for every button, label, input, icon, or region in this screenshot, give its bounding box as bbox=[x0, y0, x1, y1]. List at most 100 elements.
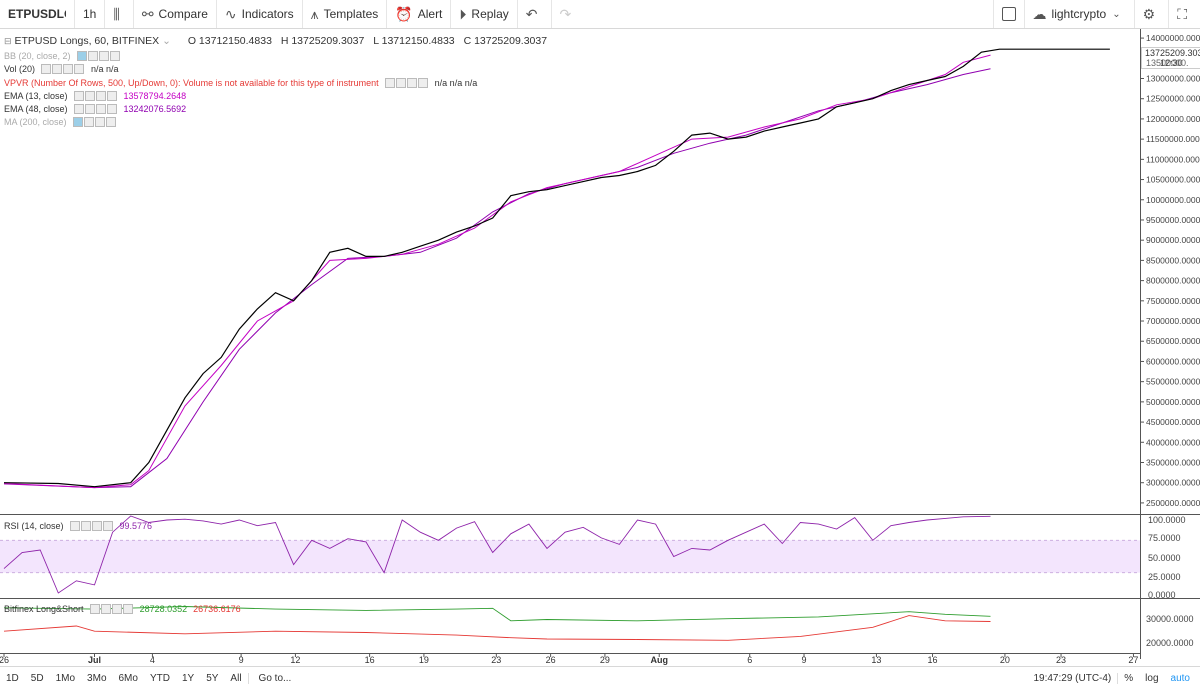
ls-legend[interactable]: Bitfinex Long&Short 28728.0352 26736.6176 bbox=[4, 604, 241, 614]
bb-label: BB (20, close, 2) bbox=[4, 51, 71, 61]
ma200-buttons[interactable] bbox=[72, 117, 117, 127]
x-tick-label: 16 bbox=[365, 655, 375, 665]
replay-button[interactable]: ⏵ Replay bbox=[451, 0, 518, 28]
expand-button[interactable]: ⛶ bbox=[1168, 0, 1200, 28]
bottom-toolbar: 1D 5D 1Mo 3Mo 6Mo YTD 1Y 5Y All Go to...… bbox=[0, 666, 1200, 689]
ls-buttons[interactable] bbox=[89, 604, 134, 614]
compare-icon: ⚯ bbox=[141, 5, 154, 22]
ema13-buttons[interactable] bbox=[73, 91, 118, 101]
y-tick-label: 13000000.0000 bbox=[1146, 74, 1200, 84]
last-price-short: 13500000. bbox=[1146, 58, 1189, 68]
y-tick-label: 5000000.0000 bbox=[1146, 397, 1200, 407]
interval-button[interactable]: 1h bbox=[75, 0, 106, 28]
price-axis[interactable] bbox=[1140, 29, 1200, 659]
y-tick-label: 2500000.0000 bbox=[1146, 498, 1200, 508]
x-tick-label: 20 bbox=[1000, 655, 1010, 665]
vpvr-buttons[interactable] bbox=[384, 78, 429, 88]
range-3mo[interactable]: 3Mo bbox=[87, 672, 107, 684]
range-5y[interactable]: 5Y bbox=[206, 672, 219, 684]
vol-legend[interactable]: Vol (20) n/a n/a bbox=[4, 64, 119, 74]
range-all[interactable]: All bbox=[230, 672, 242, 684]
ema13-value: 13578794.2648 bbox=[123, 91, 187, 101]
x-tick-label: 16 bbox=[928, 655, 938, 665]
clock-label[interactable]: 19:47:29 (UTC-4) bbox=[1027, 672, 1119, 684]
series-title: ETPUSD Longs, 60, BITFINEX bbox=[14, 35, 160, 47]
range-6mo[interactable]: 6Mo bbox=[118, 672, 138, 684]
collapse-icon[interactable]: ⊟ bbox=[4, 36, 12, 46]
x-tick-label: 19 bbox=[419, 655, 429, 665]
ema48-line bbox=[3, 68, 991, 489]
y-tick-label: 7500000.0000 bbox=[1146, 296, 1200, 306]
vol-values: n/a n/a bbox=[91, 64, 119, 74]
x-tick-label: 9 bbox=[802, 655, 807, 665]
range-1d[interactable]: 1D bbox=[6, 672, 19, 684]
range-ytd[interactable]: YTD bbox=[149, 672, 170, 684]
short-line bbox=[3, 615, 991, 641]
bb-legend[interactable]: BB (20, close, 2) bbox=[4, 51, 127, 61]
vol-label: Vol (20) bbox=[4, 64, 36, 74]
x-tick-label: 13 bbox=[871, 655, 881, 665]
x-tick-label: 12 bbox=[290, 655, 300, 665]
rsi-tick-50: 50.0000 bbox=[1148, 553, 1181, 563]
y-tick-label: 8500000.0000 bbox=[1146, 255, 1200, 265]
templates-button[interactable]: ⩚ Templates bbox=[303, 0, 388, 28]
y-tick-label: 8000000.0000 bbox=[1146, 276, 1200, 286]
replay-label: Replay bbox=[471, 7, 509, 21]
redo-icon: ↷ bbox=[559, 5, 572, 22]
x-tick-label: 6 bbox=[747, 655, 752, 665]
alarm-clock-icon: ⏰ bbox=[395, 5, 413, 22]
y-tick-label: 4500000.0000 bbox=[1146, 417, 1200, 427]
compare-button[interactable]: ⚯ Compare bbox=[134, 0, 217, 28]
settings-button[interactable]: ⚙ bbox=[1133, 0, 1169, 28]
candles-icon: ⫼ bbox=[113, 5, 120, 22]
indicators-button[interactable]: ∿ Indicators bbox=[217, 0, 303, 28]
rsi-tick-75: 75.0000 bbox=[1148, 533, 1181, 543]
x-tick-label: 27 bbox=[1128, 655, 1138, 665]
ls-short-value: 26736.6176 bbox=[193, 604, 241, 614]
range-5d[interactable]: 5D bbox=[30, 672, 44, 684]
ema13-legend[interactable]: EMA (13, close) 13578794.2648 bbox=[4, 91, 186, 101]
percent-toggle[interactable]: % bbox=[1124, 672, 1134, 684]
undo-button[interactable]: ↶ bbox=[518, 0, 552, 28]
rsi-tick-0: 0.0000 bbox=[1148, 590, 1176, 600]
rsi-buttons[interactable] bbox=[69, 521, 114, 531]
x-tick-label: 26 bbox=[0, 655, 9, 665]
bb-buttons[interactable] bbox=[76, 51, 121, 61]
range-1mo[interactable]: 1Mo bbox=[55, 672, 76, 684]
user-label: lightcrypto bbox=[1051, 7, 1107, 21]
ema48-buttons[interactable] bbox=[73, 104, 118, 114]
ls-tick-30000: 30000.0000 bbox=[1146, 614, 1194, 624]
ls-long-value: 28728.0352 bbox=[139, 604, 188, 614]
y-tick-label: 3500000.0000 bbox=[1146, 457, 1200, 467]
alert-button[interactable]: ⏰ Alert bbox=[387, 0, 452, 28]
goto-button[interactable]: Go to... bbox=[247, 672, 298, 684]
rsi-legend[interactable]: RSI (14, close) 99.5776 bbox=[4, 521, 152, 531]
ma200-legend[interactable]: MA (200, close) bbox=[4, 117, 123, 127]
chart-style-button[interactable]: ⫼ bbox=[105, 0, 134, 28]
redo-button[interactable]: ↷ bbox=[552, 0, 585, 28]
y-tick-label: 5500000.0000 bbox=[1146, 377, 1200, 387]
auto-toggle[interactable]: auto bbox=[1170, 672, 1190, 684]
symbol-search[interactable]: ETPUSDLON bbox=[0, 0, 75, 28]
templates-label: Templates bbox=[323, 7, 379, 21]
vol-buttons[interactable] bbox=[41, 64, 85, 74]
last-price-box: 13725209.3037 12:30 bbox=[1141, 47, 1200, 69]
y-tick-label: 11000000.0000 bbox=[1146, 154, 1200, 164]
top-toolbar: ETPUSDLON 1h ⫼ ⚯ Compare ∿ Indicators ⩚ Tem… bbox=[0, 0, 1200, 29]
undo-icon: ↶ bbox=[525, 5, 538, 22]
range-1y[interactable]: 1Y bbox=[181, 672, 195, 684]
layout-save-button[interactable]: ☁ lightcrypto ⌄ bbox=[1023, 0, 1134, 28]
chevron-down-icon[interactable]: ⌄ bbox=[162, 35, 171, 47]
interval-label: 1h bbox=[83, 7, 97, 21]
log-toggle[interactable]: log bbox=[1145, 672, 1159, 684]
ema48-label: EMA (48, close) bbox=[4, 104, 68, 114]
fullscreen-toggle[interactable] bbox=[992, 0, 1024, 28]
symbol-label: ETPUSDLON bbox=[8, 7, 66, 21]
ema48-legend[interactable]: EMA (48, close) 13242076.5692 bbox=[4, 104, 186, 114]
rsi-band bbox=[0, 540, 1140, 573]
x-tick-label: Jul bbox=[88, 655, 101, 665]
vpvr-legend[interactable]: VPVR (Number Of Rows, 500, Up/Down, 0): … bbox=[4, 78, 477, 88]
rsi-label: RSI (14, close) bbox=[4, 521, 64, 531]
y-tick-label: 3000000.0000 bbox=[1146, 478, 1200, 488]
